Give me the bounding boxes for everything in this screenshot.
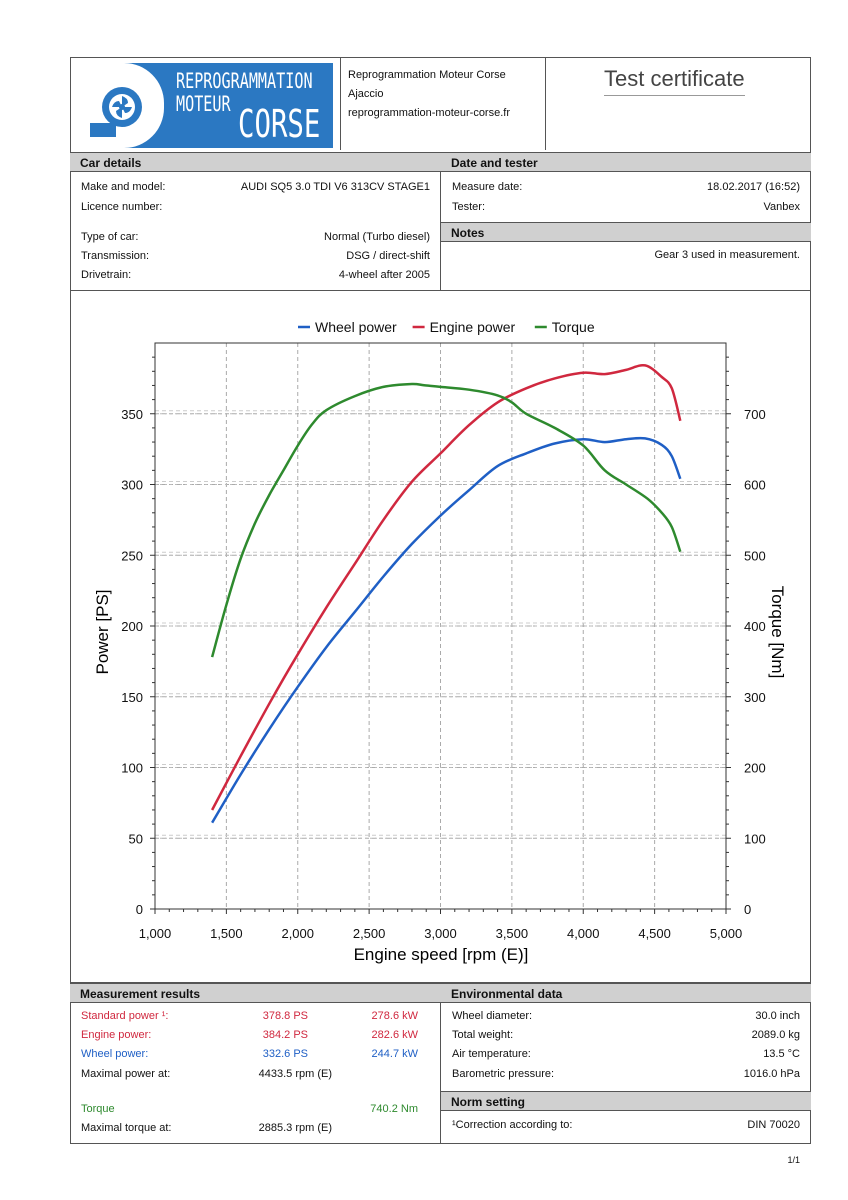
tester-value: Vanbex — [763, 201, 801, 213]
divider — [545, 57, 546, 150]
barometric-pressure-label: Barometric pressure: — [452, 1068, 555, 1080]
standard-power-kw: 278.6 kW — [371, 1010, 418, 1022]
norm-heading: Norm setting — [441, 1091, 811, 1111]
logo-text-line2: MOTEUR — [176, 92, 231, 116]
company-logo: REPROGRAMMATION MOTEUR CORSE — [76, 63, 333, 148]
measure-date-value: 18.02.2017 (16:52) — [707, 181, 800, 193]
divider — [340, 57, 341, 150]
divider — [440, 982, 441, 1144]
max-power-label: Maximal power at: — [81, 1068, 171, 1080]
total-weight-label: Total weight: — [452, 1029, 514, 1041]
notes-heading: Notes — [441, 222, 811, 242]
divider — [70, 290, 811, 291]
max-torque-value: 2885.3 rpm (E) — [258, 1122, 332, 1134]
total-weight-value: 2089.0 kg — [751, 1029, 800, 1041]
engine-power-label: Engine power: — [81, 1029, 152, 1041]
divider — [440, 152, 441, 291]
car-label-licence: Licence number: — [81, 201, 163, 213]
car-value-make: AUDI SQ5 3.0 TDI V6 313CV STAGE1 — [240, 181, 430, 193]
wheel-power-ps: 332.6 PS — [262, 1048, 308, 1060]
car-value-transmission: DSG / direct-shift — [346, 250, 430, 262]
environment-heading: Environmental data — [441, 983, 811, 1003]
notes-text: Gear 3 used in measurement. — [654, 249, 800, 261]
air-temperature-label: Air temperature: — [452, 1048, 531, 1060]
wheel-diameter-label: Wheel diameter: — [452, 1010, 533, 1022]
torque-label: Torque — [81, 1103, 115, 1115]
norm-label: ¹Correction according to: — [452, 1119, 573, 1131]
car-details-heading: Car details — [70, 152, 441, 172]
company-city: Ajaccio — [348, 88, 384, 100]
wheel-diameter-value: 30.0 inch — [755, 1010, 800, 1022]
logo-text-line3: CORSE — [238, 102, 321, 146]
wheel-power-label: Wheel power: — [81, 1048, 149, 1060]
car-value-type: Normal (Turbo diesel) — [324, 231, 430, 243]
max-power-value: 4433.5 rpm (E) — [258, 1068, 332, 1080]
engine-power-ps: 384.2 PS — [262, 1029, 308, 1041]
company-name: Reprogrammation Moteur Corse — [348, 69, 506, 81]
logo-text-line1: REPROGRAMMATION — [176, 69, 313, 93]
standard-power-ps: 378.8 PS — [262, 1010, 308, 1022]
engine-power-kw: 282.6 kW — [371, 1029, 418, 1041]
torque-value: 740.2 Nm — [370, 1103, 418, 1115]
document-title: Test certificate — [604, 66, 745, 96]
company-website: reprogrammation-moteur-corse.fr — [348, 107, 510, 119]
air-temperature-value: 13.5 °C — [763, 1048, 800, 1060]
company-address: Reprogrammation Moteur Corse Ajaccio rep… — [348, 66, 510, 123]
measure-date-label: Measure date: — [452, 181, 523, 193]
date-tester-heading: Date and tester — [441, 152, 811, 172]
measurement-heading: Measurement results — [70, 983, 441, 1003]
turbo-icon — [90, 87, 142, 137]
logo-turbo-emblem — [76, 63, 164, 148]
norm-value: DIN 70020 — [747, 1119, 800, 1131]
barometric-pressure-value: 1016.0 hPa — [743, 1068, 800, 1080]
car-label-drivetrain: Drivetrain: — [81, 269, 132, 281]
car-value-drivetrain: 4-wheel after 2005 — [338, 269, 430, 281]
max-torque-label: Maximal torque at: — [81, 1122, 172, 1134]
wheel-power-kw: 244.7 kW — [371, 1048, 418, 1060]
car-label-make: Make and model: — [81, 181, 166, 193]
standard-power-label: Standard power ¹: — [81, 1010, 169, 1022]
tester-label: Tester: — [452, 201, 486, 213]
page-number: 1/1 — [787, 1155, 800, 1165]
car-label-type: Type of car: — [81, 231, 139, 243]
car-label-transmission: Transmission: — [81, 250, 150, 262]
